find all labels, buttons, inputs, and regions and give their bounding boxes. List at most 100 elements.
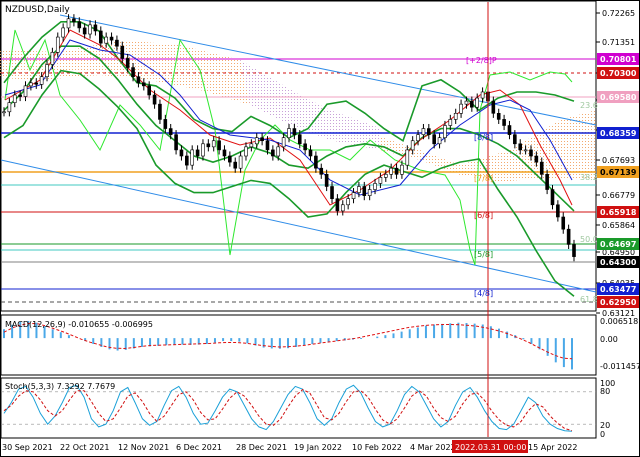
x-tick-label: 28 Dec 2021	[236, 443, 287, 452]
price-candle	[276, 146, 281, 157]
price-candle	[523, 149, 528, 152]
price-candle	[357, 186, 361, 193]
price-candle	[50, 52, 55, 65]
price-candle	[287, 128, 291, 139]
price-candle	[115, 39, 119, 47]
price-candle	[45, 64, 49, 78]
price-candle	[378, 177, 383, 184]
x-tick-label: 6 Dec 2021	[176, 443, 222, 452]
cursor-date-label: 2022.03.31 00:00	[455, 443, 526, 452]
x-tick-label: 22 Oct 2021	[60, 443, 109, 452]
bollinger-mid-line	[3, 45, 575, 212]
price-candle	[206, 143, 211, 148]
stoch-tick-label: 80	[600, 387, 610, 396]
price-candle	[265, 140, 270, 151]
price-candle	[556, 204, 560, 218]
level-box	[597, 238, 639, 250]
price-candle	[168, 128, 173, 135]
price-candle	[238, 155, 243, 169]
price-candle	[351, 192, 356, 199]
x-tick-label: 15 Apr 2022	[528, 443, 577, 452]
fib-label: 61.8	[580, 295, 598, 304]
fib-label: 23.6	[580, 101, 598, 110]
x-tick-label: 12 Nov 2021	[118, 443, 169, 452]
price-candle	[190, 149, 195, 166]
price-candle	[448, 119, 453, 126]
cursor-date-box	[452, 440, 528, 453]
main-layer	[0, 14, 597, 303]
macd-layer: 0.006518 0.00 -0.011457	[3, 317, 640, 371]
price-candle	[453, 113, 458, 120]
price-candle	[480, 91, 485, 99]
price-candle	[185, 155, 189, 166]
level-box-label: 0.69580	[600, 93, 637, 102]
y-tick-label: 0.72265	[602, 9, 635, 18]
level-box-label: 0.68359	[600, 129, 637, 138]
murray-label: [5/8]	[474, 250, 493, 259]
level-box-label: 0.67139	[600, 168, 637, 177]
price-candle	[228, 155, 232, 163]
price-candle	[98, 30, 103, 44]
price-candle	[88, 24, 92, 35]
price-candle	[12, 94, 17, 103]
price-candle	[211, 140, 216, 148]
price-candle	[561, 216, 566, 230]
ma-blue-line	[4, 39, 573, 196]
price-candle	[362, 186, 367, 196]
price-candle	[539, 161, 544, 175]
price-candle	[507, 125, 512, 135]
price-candle	[383, 173, 388, 178]
y-tick-label: 0.65864	[602, 221, 635, 230]
price-candle	[7, 102, 12, 113]
price-candle	[2, 111, 6, 114]
y-tick-label: 0.64950	[602, 248, 635, 257]
level-box	[597, 127, 639, 139]
bollinger-lower-line	[3, 69, 575, 297]
level-box-label: 0.64697	[600, 240, 636, 249]
price-candle	[66, 18, 71, 29]
price-candle	[201, 143, 205, 157]
price-candle	[459, 103, 463, 114]
price-candle	[491, 100, 496, 114]
level-box-label: 0.65918	[600, 208, 637, 217]
level-box	[597, 166, 639, 178]
stoch-tick-label: 0	[600, 430, 605, 439]
price-candle	[464, 100, 469, 105]
price-candle	[319, 167, 324, 175]
price-candle	[432, 134, 436, 145]
ichimoku-cloud-bear	[240, 60, 380, 150]
price-candle	[55, 36, 60, 53]
price-candle	[163, 119, 168, 129]
channel-lower	[0, 159, 597, 293]
price-candle	[340, 204, 345, 212]
murray-label: [6/8]	[474, 211, 493, 220]
price-candle	[271, 149, 275, 157]
price-candle	[152, 94, 157, 105]
price-candle	[572, 244, 576, 257]
price-candle	[367, 189, 372, 196]
y-tick-label: 0.66779	[602, 191, 635, 200]
macd-tick-label: -0.011457	[600, 362, 640, 371]
price-candle	[174, 134, 178, 151]
price-candle	[222, 149, 227, 157]
stoch-main-line	[3, 384, 573, 432]
price-candle	[120, 45, 125, 59]
price-candle	[39, 76, 44, 85]
murray-label: [7/8]	[474, 174, 493, 183]
price-candle	[496, 113, 501, 120]
stoch-signal-line	[3, 389, 573, 432]
price-candle	[147, 85, 151, 96]
fib-label: 50.0	[580, 235, 598, 244]
fib-label: 38.2	[580, 173, 598, 182]
price-candle	[34, 82, 39, 85]
level-box	[597, 283, 639, 295]
price-candle	[233, 161, 238, 169]
price-candle	[421, 128, 426, 135]
y-tick-label: 0.67693	[602, 156, 635, 165]
price-candle	[437, 137, 442, 145]
price-candle	[400, 164, 404, 175]
macd-tick-label: 0.006518	[600, 317, 638, 326]
price-candle	[281, 137, 286, 148]
